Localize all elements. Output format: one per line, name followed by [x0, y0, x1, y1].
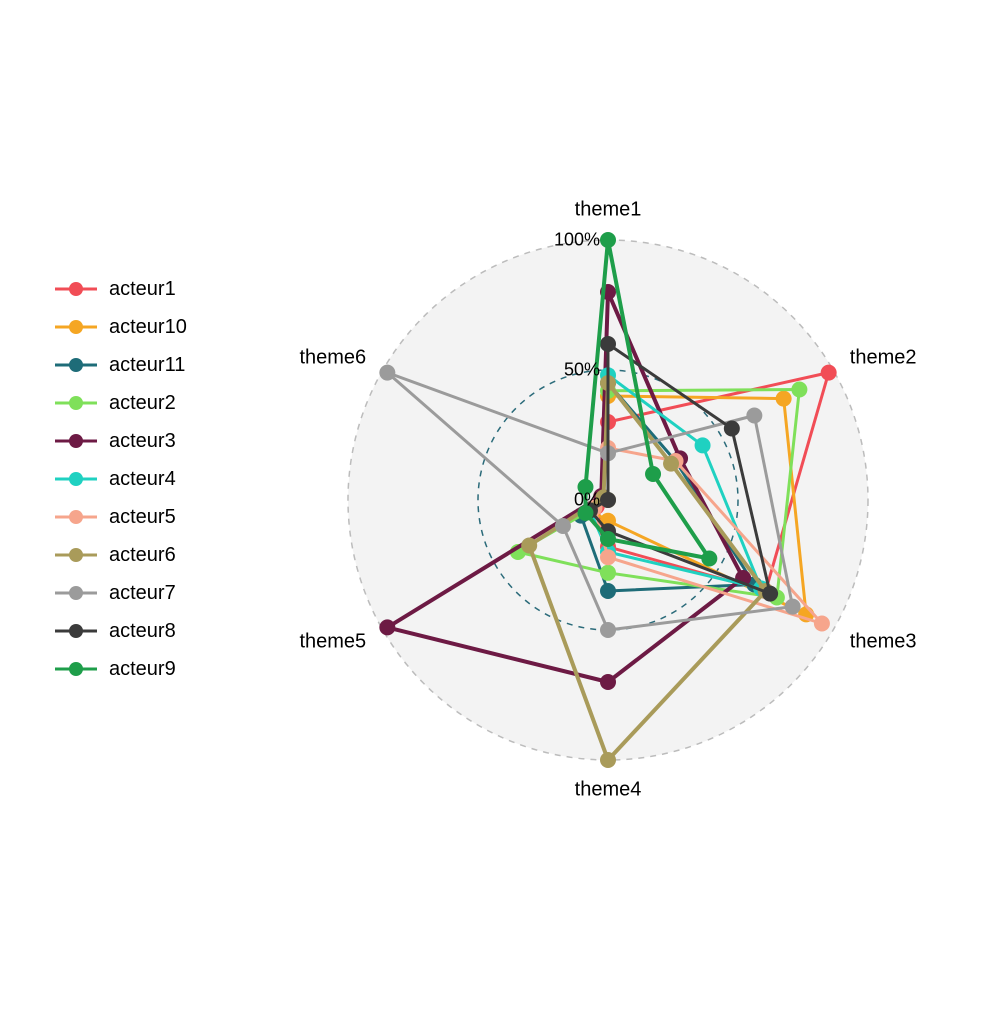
- series-marker-acteur2: [600, 565, 616, 581]
- legend-label: acteur6: [97, 544, 176, 567]
- legend-swatch: [55, 384, 97, 422]
- series-marker-acteur1: [821, 365, 837, 381]
- series-marker-acteur5: [600, 549, 616, 565]
- series-marker-acteur5: [814, 616, 830, 632]
- series-marker-acteur6: [663, 456, 679, 472]
- legend-item-acteur4[interactable]: acteur4: [55, 460, 187, 498]
- legend-swatch: [55, 498, 97, 536]
- legend-dot-icon: [69, 472, 83, 486]
- series-marker-acteur4: [695, 437, 711, 453]
- legend-dot-icon: [69, 282, 83, 296]
- legend-dot-icon: [69, 320, 83, 334]
- series-marker-acteur8: [762, 586, 778, 602]
- chart-container: theme1 theme2 theme3 theme4 theme5 theme6 0% 5…: [0, 0, 991, 1024]
- legend-label: acteur4: [97, 468, 176, 491]
- legend-item-acteur5[interactable]: acteur5: [55, 498, 187, 536]
- axis-label-theme3: theme3: [850, 631, 917, 654]
- series-marker-acteur6: [521, 538, 537, 554]
- series-marker-acteur7: [785, 599, 801, 615]
- legend-dot-icon: [69, 396, 83, 410]
- legend-label: acteur8: [97, 620, 176, 643]
- legend-label: acteur7: [97, 582, 176, 605]
- series-marker-acteur2: [791, 382, 807, 398]
- series-marker-acteur7: [379, 365, 395, 381]
- ring-label-50: 50%: [564, 360, 600, 381]
- legend-item-acteur10[interactable]: acteur10: [55, 308, 187, 346]
- legend-swatch: [55, 574, 97, 612]
- series-marker-acteur3: [600, 674, 616, 690]
- legend-item-acteur6[interactable]: acteur6: [55, 536, 187, 574]
- legend-dot-icon: [69, 586, 83, 600]
- series-marker-acteur10: [776, 391, 792, 407]
- legend: acteur1 acteur10 acteur11 acteur2 acteur3 act…: [55, 270, 187, 688]
- axis-label-theme1: theme1: [575, 199, 642, 222]
- axis-label-theme4: theme4: [575, 779, 642, 802]
- legend-label: acteur1: [97, 278, 176, 301]
- legend-dot-icon: [69, 510, 83, 524]
- legend-swatch: [55, 460, 97, 498]
- axis-label-theme6: theme6: [299, 347, 366, 370]
- legend-label: acteur11: [97, 354, 185, 377]
- legend-swatch: [55, 308, 97, 346]
- legend-item-acteur8[interactable]: acteur8: [55, 612, 187, 650]
- legend-dot-icon: [69, 662, 83, 676]
- legend-swatch: [55, 346, 97, 384]
- legend-swatch: [55, 422, 97, 460]
- series-marker-acteur9: [600, 531, 616, 547]
- legend-label: acteur9: [97, 658, 176, 681]
- legend-label: acteur10: [97, 316, 187, 339]
- legend-dot-icon: [69, 548, 83, 562]
- series-marker-acteur9: [600, 232, 616, 248]
- legend-swatch: [55, 612, 97, 650]
- legend-item-acteur1[interactable]: acteur1: [55, 270, 187, 308]
- series-marker-acteur3: [379, 619, 395, 635]
- series-marker-acteur9: [701, 551, 717, 567]
- legend-item-acteur2[interactable]: acteur2: [55, 384, 187, 422]
- axis-label-theme2: theme2: [850, 347, 917, 370]
- series-marker-acteur8: [600, 336, 616, 352]
- legend-item-acteur9[interactable]: acteur9: [55, 650, 187, 688]
- axis-label-theme5: theme5: [299, 631, 366, 654]
- series-marker-acteur6: [600, 752, 616, 768]
- legend-label: acteur5: [97, 506, 176, 529]
- legend-label: acteur2: [97, 392, 176, 415]
- series-marker-acteur8: [600, 492, 616, 508]
- series-marker-acteur7: [746, 408, 762, 424]
- series-marker-acteur8: [724, 421, 740, 437]
- legend-item-acteur11[interactable]: acteur11: [55, 346, 187, 384]
- legend-item-acteur7[interactable]: acteur7: [55, 574, 187, 612]
- series-marker-acteur7: [600, 622, 616, 638]
- series-marker-acteur9: [645, 466, 661, 482]
- legend-dot-icon: [69, 624, 83, 638]
- ring-label-0: 0%: [574, 490, 600, 511]
- series-marker-acteur7: [555, 518, 571, 534]
- legend-dot-icon: [69, 434, 83, 448]
- series-marker-acteur11: [600, 583, 616, 599]
- legend-swatch: [55, 650, 97, 688]
- legend-item-acteur3[interactable]: acteur3: [55, 422, 187, 460]
- legend-swatch: [55, 536, 97, 574]
- ring-label-100: 100%: [554, 230, 600, 251]
- legend-dot-icon: [69, 358, 83, 372]
- legend-label: acteur3: [97, 430, 176, 453]
- legend-swatch: [55, 270, 97, 308]
